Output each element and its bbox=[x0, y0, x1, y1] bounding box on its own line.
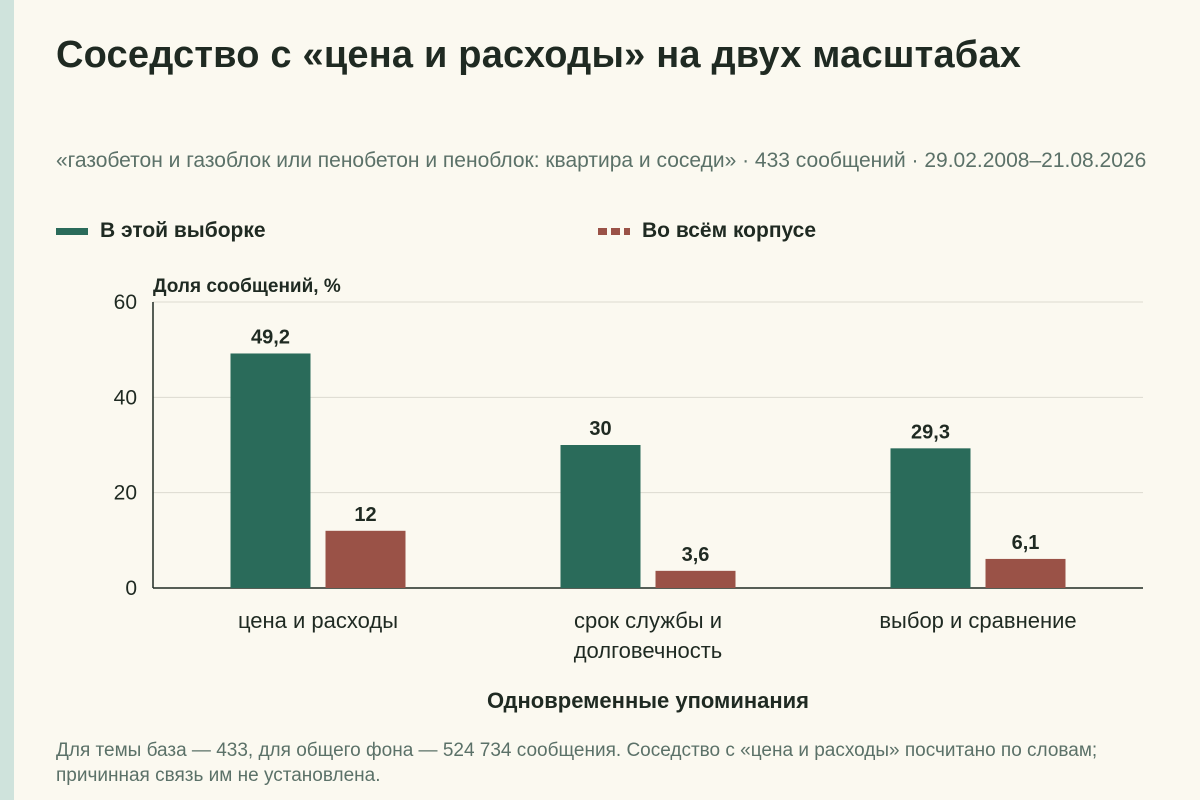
data-label: 12 bbox=[354, 504, 376, 526]
x-tick-label: выбор и сравнение bbox=[879, 608, 1076, 633]
data-label: 30 bbox=[589, 418, 611, 440]
y-tick-label: 20 bbox=[114, 482, 137, 505]
bar-sample bbox=[890, 448, 971, 588]
legend-item-sample: В этой выборке bbox=[56, 219, 266, 243]
data-label: 3,6 bbox=[682, 544, 710, 566]
bar-corpus bbox=[655, 570, 736, 588]
legend-label-corpus: Во всём корпусе bbox=[642, 219, 817, 242]
x-tick-label-line: цена и расходы bbox=[238, 608, 398, 633]
x-tick-label: срок службы и долговечность bbox=[574, 608, 723, 663]
chart-title: Соседство с «цена и расходы» на двух мас… bbox=[56, 34, 1022, 76]
y-tick-label: 60 bbox=[114, 291, 137, 314]
x-axis-label: Одновременные упоминания bbox=[487, 688, 809, 713]
accent-strip bbox=[0, 0, 14, 800]
data-label: 49,2 bbox=[251, 326, 290, 348]
y-tick-label: 40 bbox=[114, 386, 137, 409]
x-tick-label-line: долговечность bbox=[574, 638, 723, 663]
data-label: 6,1 bbox=[1012, 532, 1040, 554]
legend-swatch-sample bbox=[56, 227, 88, 235]
y-axis-label: Доля сообщений, % bbox=[153, 276, 341, 297]
legend-swatch-corpus bbox=[598, 227, 630, 235]
legend-label-sample: В этой выборке bbox=[100, 219, 266, 242]
y-tick-label: 0 bbox=[125, 577, 137, 600]
legend-item-corpus: Во всём корпусе bbox=[598, 219, 816, 243]
bar-corpus bbox=[985, 558, 1066, 588]
bar-sample bbox=[230, 353, 311, 588]
x-tick-label-line: срок службы и bbox=[574, 608, 722, 633]
data-label: 29,3 bbox=[911, 421, 950, 443]
bar-sample bbox=[560, 445, 641, 588]
x-tick-label: цена и расходы bbox=[238, 608, 398, 633]
x-tick-label-line: выбор и сравнение bbox=[879, 608, 1076, 633]
footnote: Для темы база — 433, для общего фона — 5… bbox=[56, 740, 1098, 786]
chart-subtitle: «газобетон и газоблок или пенобетон и пе… bbox=[56, 149, 1147, 172]
bar-corpus bbox=[325, 530, 406, 588]
